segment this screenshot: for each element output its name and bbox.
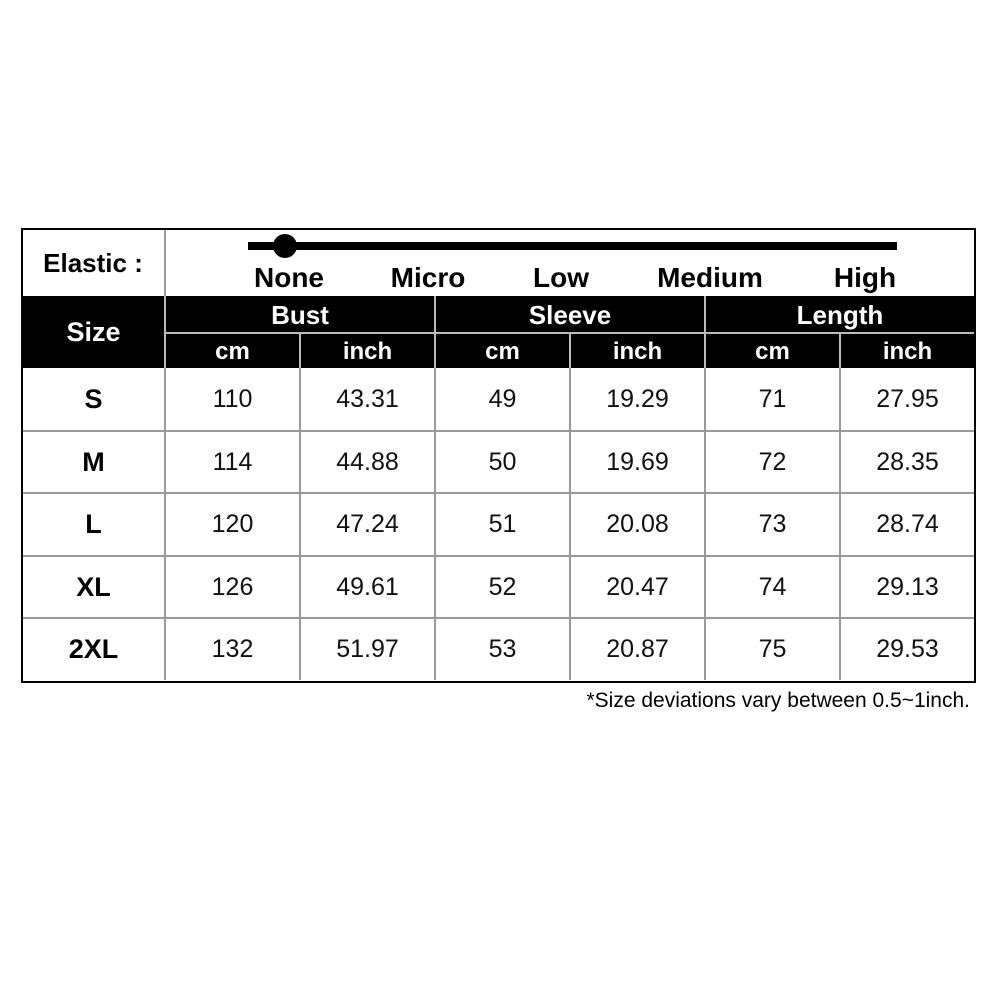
- elastic-level-none: None: [254, 262, 324, 293]
- row-divider: [23, 617, 974, 619]
- header-group-sleeve: Sleeve: [436, 298, 704, 333]
- header-group-length: Length: [706, 298, 974, 333]
- value-cell: 75: [758, 634, 787, 663]
- value-cell: 29.13: [876, 572, 939, 601]
- column-divider: [839, 368, 841, 680]
- value-cell: 71: [758, 385, 787, 413]
- column-divider: [704, 368, 706, 680]
- elastic-level-high: High: [833, 262, 897, 293]
- value-cell: 20.08: [606, 510, 669, 538]
- elastic-level-low: Low: [533, 262, 589, 293]
- value-cell: 28.35: [876, 447, 939, 476]
- elastic-level-micro: Micro: [390, 262, 466, 293]
- value-cell: 53: [488, 634, 517, 663]
- value-cell: 29.53: [876, 634, 939, 663]
- elastic-scale-bar: [248, 242, 897, 250]
- header-size: Size: [23, 296, 164, 368]
- column-divider: [434, 368, 436, 680]
- value-cell: 72: [758, 447, 787, 476]
- divider: [704, 296, 706, 368]
- value-cell: 28.74: [876, 510, 939, 538]
- header-unit-cm: cm: [436, 335, 569, 368]
- column-divider: [299, 368, 301, 680]
- value-cell: 44.88: [336, 447, 399, 476]
- divider: [839, 333, 841, 368]
- footnote: *Size deviations vary between 0.5~1inch.: [586, 689, 971, 712]
- divider: [569, 333, 571, 368]
- divider: [164, 230, 166, 296]
- value-cell: 73: [758, 510, 787, 538]
- elastic-label: Elastic :: [43, 247, 143, 278]
- row-divider: [23, 492, 974, 494]
- row-divider: [23, 430, 974, 432]
- value-cell: 19.69: [606, 447, 669, 476]
- value-cell: 47.24: [336, 510, 399, 538]
- header-unit-inch: inch: [571, 335, 704, 368]
- value-cell: 110: [212, 385, 253, 413]
- value-cell: 114: [212, 447, 253, 476]
- header-unit-cm: cm: [706, 335, 839, 368]
- column-divider: [164, 368, 166, 680]
- header-unit-inch: inch: [841, 335, 974, 368]
- size-cell: 2XL: [68, 633, 119, 664]
- value-cell: 52: [488, 572, 517, 601]
- size-cell: L: [85, 509, 102, 539]
- header-group-bust: Bust: [166, 298, 434, 333]
- header-unit-inch: inch: [301, 335, 434, 368]
- size-cell: M: [82, 446, 105, 477]
- value-cell: 50: [488, 447, 517, 476]
- value-cell: 132: [211, 634, 254, 663]
- value-cell: 49: [488, 385, 517, 413]
- value-cell: 51.97: [336, 634, 399, 663]
- value-cell: 120: [211, 510, 254, 538]
- size-cell: XL: [76, 571, 111, 602]
- value-cell: 126: [211, 572, 254, 601]
- value-cell: 49.61: [336, 572, 399, 601]
- value-cell: 19.29: [606, 385, 669, 413]
- value-cell: 20.87: [606, 634, 669, 663]
- elastic-indicator-knob: [273, 234, 297, 258]
- column-divider: [569, 368, 571, 680]
- header-unit-cm: cm: [166, 335, 299, 368]
- divider: [164, 296, 166, 368]
- value-cell: 74: [758, 572, 787, 601]
- divider: [434, 296, 436, 368]
- size-chart-table: [21, 228, 976, 683]
- divider: [299, 333, 301, 368]
- value-cell: 27.95: [876, 385, 939, 413]
- row-divider: [23, 555, 974, 557]
- value-cell: 51: [488, 510, 517, 538]
- elastic-level-medium: Medium: [657, 262, 763, 293]
- value-cell: 43.31: [336, 385, 399, 413]
- size-cell: S: [84, 384, 103, 414]
- value-cell: 20.47: [606, 572, 669, 601]
